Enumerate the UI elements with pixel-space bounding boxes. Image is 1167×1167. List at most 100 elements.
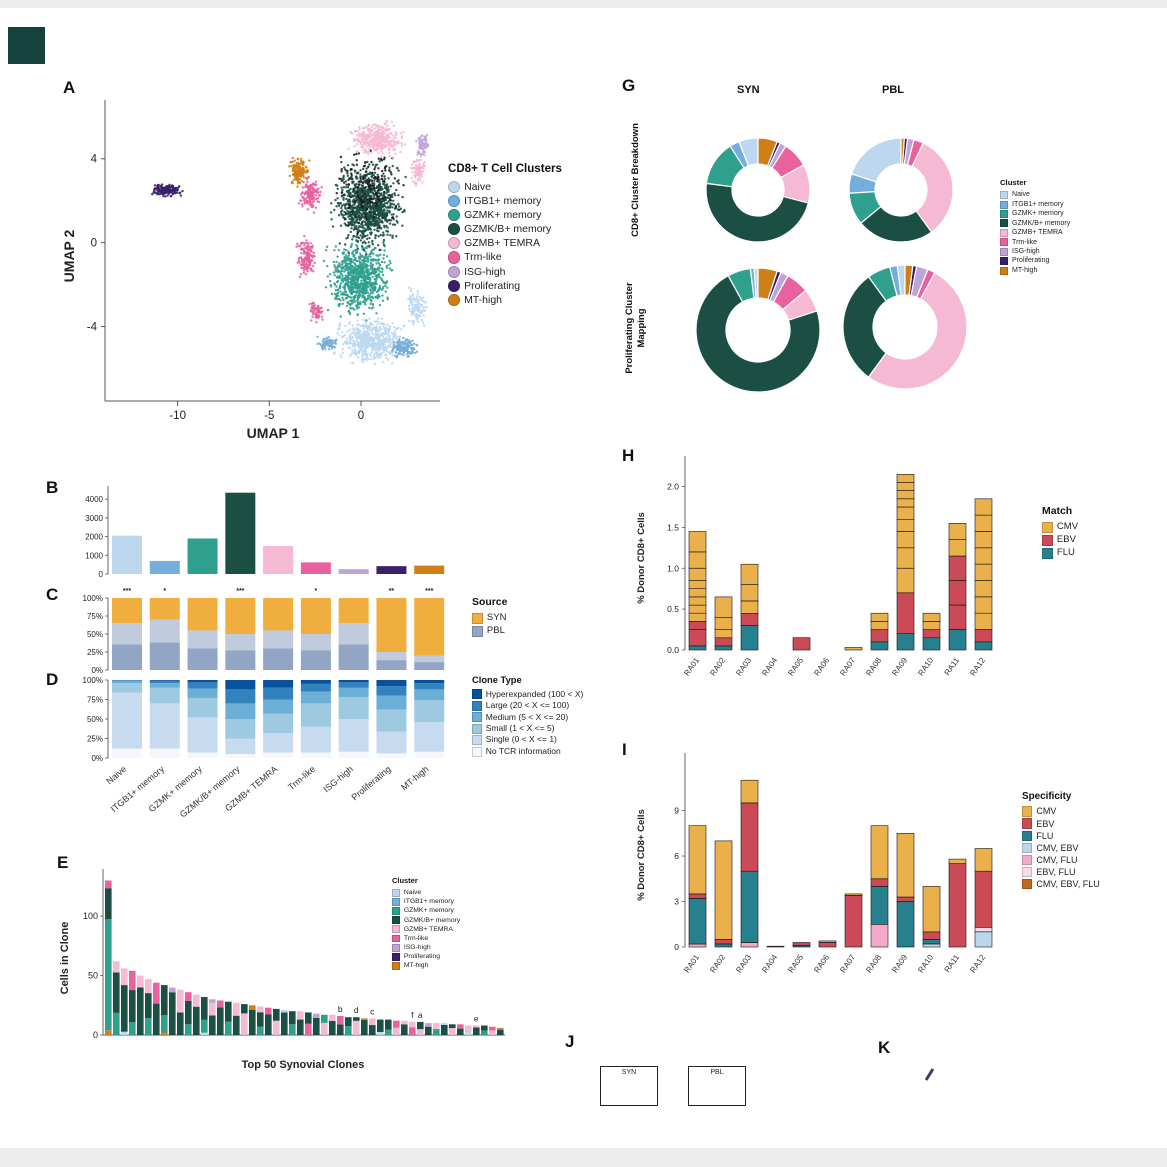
stacked-segment — [896, 901, 915, 948]
legend-swatch — [1022, 854, 1033, 866]
clone-bar-segment — [473, 1025, 480, 1028]
clone-bar-segment — [345, 1026, 352, 1035]
chart-text: -10 — [169, 410, 186, 422]
stacked-segment — [740, 870, 759, 943]
source-bar-pbl — [112, 644, 142, 670]
clonetype-segment — [187, 688, 218, 698]
legend-item: MT-high — [392, 961, 460, 970]
clone-bar-segment — [473, 1027, 480, 1035]
chart-text: RA06 — [812, 953, 831, 975]
legend-swatch — [472, 735, 482, 746]
source-bar-pbl-light — [414, 655, 445, 663]
stacked-segment — [688, 898, 707, 945]
clone-bar-segment — [201, 1032, 208, 1035]
clone-bar-segment — [217, 1000, 224, 1008]
specificity-chart: 0 3 6 9 RA01 RA02 RA03 RA04 RA05 RA06 RA07 RA08 RA09… — [636, 753, 993, 975]
source-bar-syn — [112, 598, 142, 624]
count-bar — [149, 560, 180, 574]
legend-item: MT-high — [1000, 266, 1070, 275]
chart-text: RA03 — [734, 953, 753, 975]
legend-label: CMV, EBV, FLU — [1036, 879, 1100, 890]
chart-text: 4000 — [85, 495, 103, 504]
stacked-segment — [714, 939, 733, 945]
source-bar-pbl — [338, 644, 369, 670]
umap-cluster-isg — [415, 133, 430, 157]
stacked-segment — [948, 555, 967, 581]
stacked-segment — [740, 802, 759, 872]
legend-swatch — [1022, 830, 1033, 841]
chart-text: 6 — [674, 851, 679, 861]
legend-label: EBV — [1056, 533, 1076, 545]
legend-label: PBL — [486, 624, 505, 636]
stacked-segment — [948, 523, 967, 540]
chart-text: RA10 — [916, 953, 935, 975]
clone-bar-segment — [177, 1012, 184, 1035]
stacked-segment — [740, 779, 759, 804]
legend-item: CMV, EBV, FLU — [1022, 878, 1100, 890]
legend-swatch — [448, 237, 461, 250]
legend-label: ISG-high — [464, 265, 506, 278]
corner-artifact — [8, 27, 45, 64]
stacked-segment — [688, 531, 707, 553]
stacked-segment — [688, 588, 707, 598]
chart-text: RA11 — [943, 953, 962, 975]
stacked-segment — [896, 833, 915, 898]
chart-text: 50% — [87, 715, 103, 724]
umap-cluster-speck — [335, 149, 405, 235]
chart-text: *** — [123, 588, 131, 595]
count-bar — [112, 535, 142, 574]
stacked-segment — [688, 596, 707, 606]
stacked-segment — [896, 518, 915, 532]
count-bar — [225, 492, 256, 574]
legend-swatch — [1000, 228, 1009, 237]
clone-bar-segment — [241, 1013, 248, 1035]
stacked-segment — [844, 893, 863, 896]
source-bar-pbl-light — [112, 623, 142, 645]
clone-bar-segment — [401, 1024, 408, 1035]
clonetype-segment — [414, 680, 445, 684]
legend-item: PBL — [472, 625, 507, 638]
source-bar-pbl — [300, 650, 331, 670]
clone-bar-segment — [409, 1027, 416, 1035]
clonetype-segment — [263, 687, 294, 700]
clones-chart: 0 50 100 b d c f a e Top 50 Synovial Clones Cells … — [59, 869, 505, 1071]
clonetype-segment — [414, 722, 445, 752]
k-partial-mark — [924, 1068, 935, 1081]
clone-bar-segment — [329, 1014, 336, 1021]
donut-segment — [757, 267, 778, 301]
panel-label-i: I — [622, 740, 627, 759]
source-bar-pbl-light — [300, 634, 331, 651]
clone-bar-segment — [337, 1016, 344, 1025]
legend-title: Clone Type — [472, 675, 522, 685]
g-column-header-pbl: PBL — [882, 84, 904, 96]
chart-text: 0.0 — [667, 645, 679, 655]
legend-item: GZMK/B+ memory — [392, 916, 460, 925]
clone-bar-segment — [385, 1029, 392, 1035]
stacked-segment — [974, 931, 993, 948]
umap-cluster-naive — [330, 317, 416, 366]
legend-item: EBV — [1022, 818, 1100, 830]
legend-item: Single (0 < X <= 1) — [472, 734, 583, 746]
chart-text: RA01 — [682, 656, 701, 678]
legend-item: GZMK+ memory — [448, 208, 562, 222]
legend-swatch — [392, 943, 400, 952]
source-bar-pbl — [376, 660, 407, 670]
stacked-segment — [870, 641, 889, 651]
donut_pbl_breakdown — [848, 137, 954, 243]
stacked-segment — [740, 942, 759, 948]
clone-bar-segment — [361, 1020, 368, 1035]
clone-bar-segment — [465, 1032, 472, 1035]
stacked-segment — [688, 621, 707, 630]
clonetype-segment — [300, 680, 331, 684]
clone-bar-segment — [105, 1030, 112, 1035]
chart-text: 1.0 — [667, 563, 679, 573]
donut_pbl_prolif — [842, 264, 968, 390]
legend-label: GZMK/B+ memory — [464, 223, 552, 236]
chart-text: ** — [389, 588, 395, 595]
legend-swatch — [1000, 200, 1009, 209]
clone-bar-segment — [265, 1007, 272, 1015]
clonetype-segment — [225, 719, 256, 739]
chart-text: MT-high — [399, 764, 430, 793]
stacked-segment — [740, 625, 759, 651]
clonetype-segment — [187, 682, 218, 689]
